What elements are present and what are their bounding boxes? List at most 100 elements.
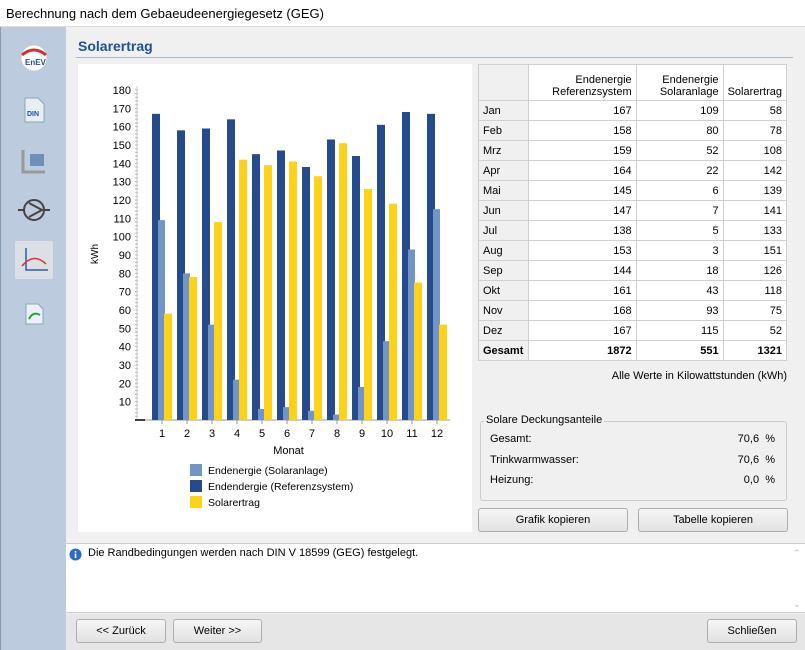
- cell: 138: [528, 220, 637, 241]
- bar-solar: [283, 407, 290, 420]
- bar-reference: [177, 130, 185, 420]
- row-label: Jun: [478, 200, 529, 221]
- x-axis-label: Monat: [273, 445, 304, 457]
- y-tick-label: 180: [113, 85, 131, 97]
- row-label: Jul: [478, 220, 529, 241]
- label: Gesamt:: [490, 433, 532, 445]
- bar-chart: 1020304050607080901001101201301401501601…: [90, 85, 450, 509]
- table-row: Dez 167 115 52: [478, 320, 788, 341]
- cell: 52: [722, 320, 788, 341]
- bar-yield: [239, 159, 247, 420]
- cell: 159: [528, 140, 637, 161]
- table-row: Gesamt 1872 551 1321: [478, 340, 788, 361]
- cell: 168: [528, 300, 637, 321]
- bar-yield: [264, 165, 272, 420]
- y-tick-label: 30: [119, 360, 131, 372]
- x-tick-label: 3: [209, 428, 215, 440]
- legend-label: Endendergie (Referenzsystem): [208, 481, 353, 493]
- back-button[interactable]: << Zurück: [76, 619, 166, 643]
- building-icon[interactable]: [15, 141, 53, 179]
- y-tick-label: 140: [113, 158, 131, 170]
- cell: 52: [635, 140, 724, 161]
- bar-reference: [352, 156, 360, 420]
- enev-icon[interactable]: EnEV: [15, 39, 53, 77]
- table-row: Jun 147 7 141: [478, 200, 788, 221]
- next-button[interactable]: Weiter >>: [173, 619, 262, 643]
- cell: 109: [635, 100, 724, 121]
- legend-swatch: [190, 496, 202, 508]
- bar-yield: [164, 313, 172, 420]
- y-tick-label: 60: [119, 305, 131, 317]
- scrollbar[interactable]: ⌃ ⌄: [789, 544, 805, 612]
- row-label: Jan: [478, 100, 529, 121]
- din-icon[interactable]: DIN: [15, 91, 53, 129]
- bar-solar: [158, 220, 165, 420]
- row-label: Mai: [478, 180, 529, 201]
- column-header: Endenergie Referenzsystem: [528, 64, 637, 101]
- y-tick-label: 20: [119, 378, 131, 390]
- unit: %: [765, 454, 775, 466]
- bar-yield: [389, 203, 397, 420]
- value: 70,6: [737, 454, 760, 466]
- bar-reference: [327, 139, 335, 420]
- x-tick-label: 11: [406, 428, 417, 440]
- unit: %: [765, 474, 775, 486]
- table-row: Jan 167 109 58: [478, 100, 788, 121]
- row-label: Mrz: [478, 140, 529, 161]
- cell: 147: [528, 200, 637, 221]
- x-tick-label: 7: [309, 428, 315, 440]
- legend-swatch: [190, 464, 202, 476]
- cell: 93: [635, 300, 724, 321]
- cell: 75: [722, 300, 788, 321]
- page-title: Solarertrag: [78, 38, 153, 54]
- svg-text:DIN: DIN: [27, 111, 39, 118]
- table-row: Apr 164 22 142: [478, 160, 788, 181]
- row-label: Dez: [478, 320, 529, 341]
- chart-panel: 10 20 30 40 50 60 70 80 90 100 110 120 130 140 150 160 1…: [78, 64, 472, 532]
- cell: 5: [635, 220, 724, 241]
- row-label: Nov: [478, 300, 529, 321]
- cell: 108: [722, 140, 788, 161]
- cell: 153: [528, 240, 637, 261]
- y-tick-label: 80: [119, 268, 131, 280]
- bar-solar: [408, 249, 415, 420]
- data-table: Endenergie Referenzsystem Endenergie Sola…: [478, 64, 788, 361]
- bar-reference: [302, 167, 310, 420]
- y-tick-label: 120: [113, 195, 131, 207]
- value: 0,0: [743, 474, 760, 486]
- cell: 133: [722, 220, 788, 241]
- table-row: Okt 161 43 118: [478, 280, 788, 301]
- scroll-down-icon[interactable]: ⌄: [793, 599, 801, 609]
- label: Heizung:: [490, 474, 534, 486]
- x-tick-label: 8: [334, 428, 340, 440]
- coverage-row-total: Gesamt: 70,6 %: [490, 433, 775, 445]
- pump-icon[interactable]: [15, 191, 53, 229]
- coverage-title: Solare Deckungsanteile: [484, 414, 605, 426]
- coverage-group: [480, 421, 787, 501]
- coverage-row-dhw: Trinkwarmwasser: 70,6 %: [490, 454, 775, 466]
- scroll-up-icon[interactable]: ⌃: [793, 548, 801, 558]
- cell: 144: [528, 260, 637, 281]
- legend-label: Solarertrag: [208, 497, 260, 509]
- cell: 167: [528, 100, 637, 121]
- chart-curve-icon[interactable]: [15, 241, 53, 279]
- close-button[interactable]: Schließen: [707, 619, 797, 643]
- table-row: Mrz 159 52 108: [478, 140, 788, 161]
- x-tick-label: 2: [184, 428, 190, 440]
- copy-table-button[interactable]: Tabelle kopieren: [638, 508, 788, 532]
- label: Trinkwarmwasser:: [490, 454, 579, 466]
- row-label: Aug: [478, 240, 529, 261]
- window-title: Berechnung nach dem Gebaeudeenergiegeset…: [0, 0, 805, 27]
- value: 70,6: [737, 433, 760, 445]
- report-icon[interactable]: [15, 295, 53, 333]
- copy-chart-button[interactable]: Grafik kopieren: [478, 508, 628, 532]
- bar-reference: [227, 119, 235, 421]
- bar-yield: [314, 176, 322, 420]
- bar-reference: [277, 150, 285, 420]
- cell: 18: [635, 260, 724, 281]
- bar-yield: [289, 161, 297, 420]
- legend-swatch: [190, 480, 202, 492]
- table-row: Aug 153 3 151: [478, 240, 788, 261]
- y-tick-label: 110: [113, 213, 131, 225]
- y-tick-label: 10: [119, 397, 131, 409]
